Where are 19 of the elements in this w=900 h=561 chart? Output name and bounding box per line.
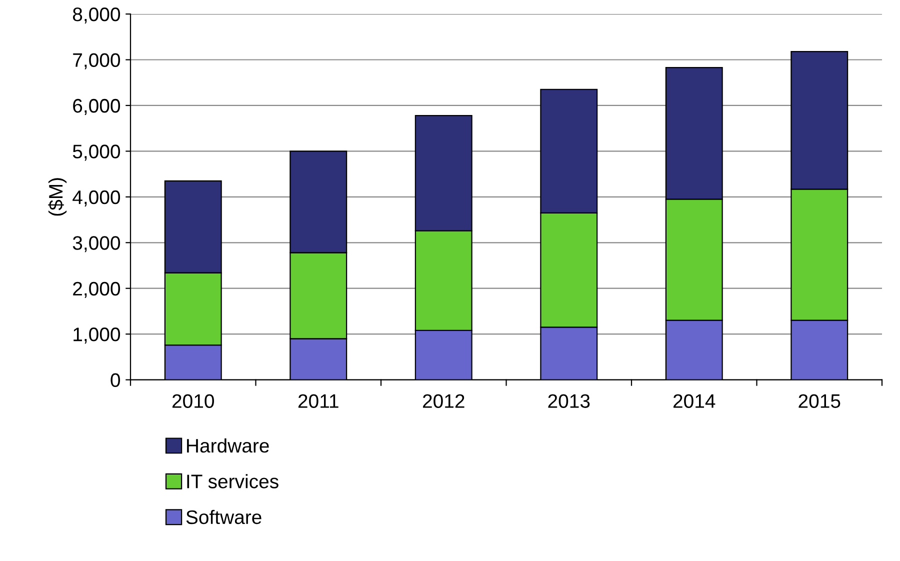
y-tick-label: 1,000 xyxy=(74,328,120,344)
x-tick-label: 2011 xyxy=(298,394,338,408)
legend-label: IT services xyxy=(187,474,278,488)
x-tick-label: 2010 xyxy=(172,394,214,408)
legend-label: Hardware xyxy=(187,438,269,453)
y-axis-title: ($M) xyxy=(48,178,67,216)
y-tick-label: 2,000 xyxy=(73,282,120,298)
y-tick-label: 5,000 xyxy=(72,144,120,161)
x-tick-label: 2013 xyxy=(548,394,590,408)
y-tick-label: 7,000 xyxy=(73,53,120,70)
y-tick-label: 6,000 xyxy=(73,98,120,115)
legend-label: Software xyxy=(186,510,262,524)
y-tick-label: 8,000 xyxy=(72,7,120,24)
y-tick-label: 4,000 xyxy=(72,190,120,206)
x-tick-label: 2012 xyxy=(422,394,464,408)
y-tick-label: 3,000 xyxy=(72,236,120,252)
x-tick-label: 2014 xyxy=(673,394,716,408)
y-tick-label: 0 xyxy=(110,373,120,388)
x-tick-label: 2015 xyxy=(798,394,840,408)
